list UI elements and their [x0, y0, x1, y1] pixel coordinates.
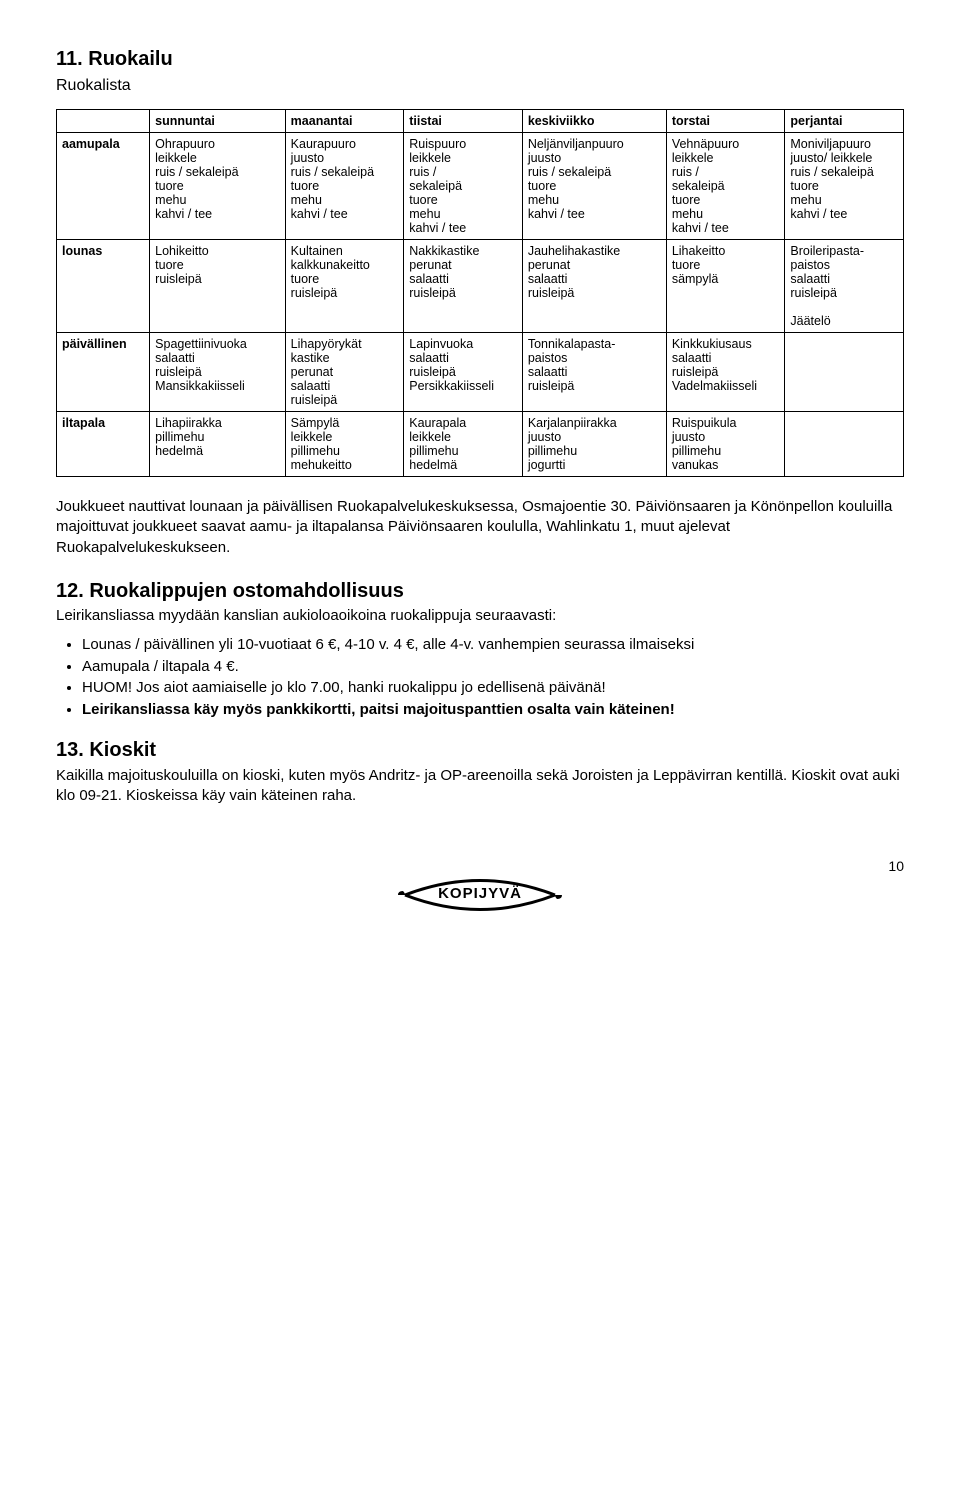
table-cell: Kaurapuurojuustoruis / sekaleipätuoremeh…: [285, 133, 404, 240]
table-cell: Ruispuikulajuustopillimehuvanukas: [666, 412, 785, 477]
table-row: lounasLohikeittotuoreruisleipäKultainenk…: [57, 240, 904, 333]
table-cell: Nakkikastikeperunatsalaattiruisleipä: [404, 240, 523, 333]
row-label: iltapala: [57, 412, 150, 477]
list-item: HUOM! Jos aiot aamiaiselle jo klo 7.00, …: [82, 677, 904, 699]
table-cell: Broileripasta-paistossalaattiruisleipä J…: [785, 240, 904, 333]
table-cell: [785, 333, 904, 412]
table-column-header: tiistai: [404, 110, 523, 133]
table-cell: Ohrapuuroleikkeleruis / sekaleipätuoreme…: [150, 133, 286, 240]
table-row: iltapalaLihapiirakkapillimehuhedelmäSämp…: [57, 412, 904, 477]
page-number: 10: [888, 858, 904, 874]
table-cell: [785, 412, 904, 477]
table-cell: Kultainenkalkkunakeittotuoreruisleipä: [285, 240, 404, 333]
section-13-title: 13. Kioskit: [56, 739, 904, 762]
footer-logo: KOPIJYVÄ: [395, 864, 565, 926]
table-cell: Lohikeittotuoreruisleipä: [150, 240, 286, 333]
section-11-title: 11. Ruokailu: [56, 48, 904, 71]
menu-table: sunnuntaimaanantaitiistaikeskiviikkotors…: [56, 109, 904, 477]
table-cell: Sämpyläleikkelepillimehumehukeitto: [285, 412, 404, 477]
list-item: Leirikansliassa käy myös pankkikortti, p…: [82, 699, 904, 721]
table-cell: KinkkukiusaussalaattiruisleipäVadelmakii…: [666, 333, 785, 412]
section-11-subtitle: Ruokalista: [56, 77, 904, 95]
table-row: aamupalaOhrapuuroleikkeleruis / sekaleip…: [57, 133, 904, 240]
table-cell: Lihapiirakkapillimehuhedelmä: [150, 412, 286, 477]
table-cell: Lihakeittotuoresämpylä: [666, 240, 785, 333]
table-cell: Kaurapalaleikkelepillimehuhedelmä: [404, 412, 523, 477]
table-cell: Lihapyörykätkastikeperunatsalaattiruisle…: [285, 333, 404, 412]
list-item: Lounas / päivällinen yli 10-vuotiaat 6 €…: [82, 634, 904, 656]
row-label: päivällinen: [57, 333, 150, 412]
table-cell: Ruispuuroleikkeleruis /sekaleipätuoremeh…: [404, 133, 523, 240]
section-11-paragraph: Joukkueet nauttivat lounaan ja päivällis…: [56, 497, 904, 558]
table-row: päivällinenSpagettiinivuokasalaattiruisl…: [57, 333, 904, 412]
table-column-header: keskiviikko: [522, 110, 666, 133]
table-cell: Neljänviljanpuurojuustoruis / sekaleipät…: [522, 133, 666, 240]
row-label: lounas: [57, 240, 150, 333]
table-cell: Tonnikalapasta-paistossalaattiruisleipä: [522, 333, 666, 412]
section-13-paragraph: Kaikilla majoituskouluilla on kioski, ku…: [56, 766, 904, 807]
logo-text: KOPIJYVÄ: [438, 885, 522, 902]
table-cell: Moniviljapuurojuusto/ leikkeleruis / sek…: [785, 133, 904, 240]
document-page: 11. Ruokailu Ruokalista sunnuntaimaanant…: [0, 0, 960, 968]
table-cell: Karjalanpiirakkajuustopillimehujogurtti: [522, 412, 666, 477]
table-column-header: maanantai: [285, 110, 404, 133]
section-12-title: 12. Ruokalippujen ostomahdollisuus: [56, 580, 904, 603]
table-column-header: torstai: [666, 110, 785, 133]
table-column-header: sunnuntai: [150, 110, 286, 133]
row-label: aamupala: [57, 133, 150, 240]
page-footer: 10 KOPIJYVÄ: [56, 846, 904, 936]
table-column-header: [57, 110, 150, 133]
table-cell: Jauhelihakastikeperunatsalaattiruisleipä: [522, 240, 666, 333]
table-cell: LapinvuokasalaattiruisleipäPersikkakiiss…: [404, 333, 523, 412]
table-header-row: sunnuntaimaanantaitiistaikeskiviikkotors…: [57, 110, 904, 133]
section-12-lead: Leirikansliassa myydään kanslian aukiolo…: [56, 607, 904, 624]
table-cell: Vehnäpuuroleikkeleruis /sekaleipätuoreme…: [666, 133, 785, 240]
list-item: Aamupala / iltapala 4 €.: [82, 656, 904, 678]
section-12-bullets: Lounas / päivällinen yli 10-vuotiaat 6 €…: [82, 634, 904, 721]
table-column-header: perjantai: [785, 110, 904, 133]
table-cell: SpagettiinivuokasalaattiruisleipäMansikk…: [150, 333, 286, 412]
